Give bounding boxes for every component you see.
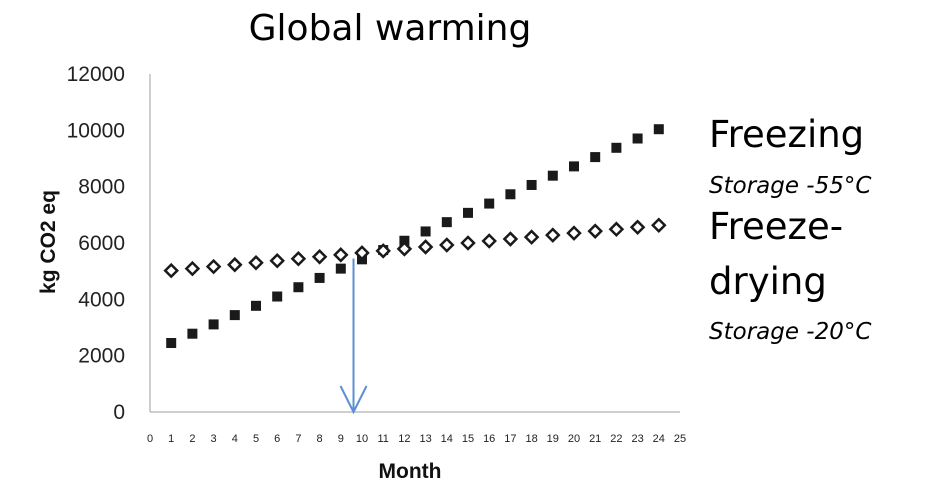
series-freeze-drying [163, 217, 667, 279]
x-tick-label: 23 [631, 433, 643, 445]
data-point-freezing [293, 282, 304, 293]
x-axis-label: Month [379, 460, 442, 483]
data-point-freeze-drying [269, 252, 285, 269]
data-point-freezing [632, 133, 643, 144]
data-point-freeze-drying [566, 225, 582, 241]
data-point-freezing [420, 226, 431, 237]
x-tick-label: 4 [232, 433, 238, 445]
x-tick-label: 8 [317, 433, 323, 445]
data-point-freeze-drying [481, 233, 497, 249]
x-tick-label: 3 [211, 433, 217, 445]
x-tick-label: 7 [295, 433, 301, 445]
data-point-freeze-drying [545, 227, 561, 243]
x-tick-label: 25 [674, 433, 686, 445]
y-tick-label: 2000 [78, 345, 125, 368]
data-point-freezing [399, 235, 410, 246]
data-point-freezing [229, 310, 240, 321]
data-point-freezing [187, 328, 198, 339]
x-tick-label: 2 [189, 433, 195, 445]
data-point-freezing [505, 189, 516, 200]
data-point-freeze-drying [290, 251, 307, 267]
y-tick-label: 8000 [78, 176, 125, 199]
x-tick-label: 10 [356, 433, 368, 445]
data-point-freeze-drying [227, 256, 243, 273]
data-point-freeze-drying [184, 260, 201, 277]
data-point-freeze-drying [163, 262, 179, 279]
chart-title: Global warming [249, 8, 532, 49]
data-point-freeze-drying [333, 247, 349, 263]
legend: Freezing Storage -55°C Freeze- drying St… [709, 113, 871, 345]
chart-axes [149, 74, 680, 413]
y-tick-label: 10000 [67, 119, 125, 142]
data-point-freezing [547, 170, 558, 181]
legend-note-freezing: Storage -55°C [709, 173, 871, 199]
data-point-freeze-drying [439, 237, 455, 253]
data-point-freezing [441, 217, 452, 228]
data-point-freezing [272, 291, 283, 302]
data-point-freeze-drying [502, 231, 519, 247]
x-tick-label: 13 [419, 433, 431, 445]
data-point-freeze-drying [354, 245, 370, 261]
x-tick-label: 22 [610, 433, 622, 445]
series-freezing [166, 124, 664, 348]
legend-note-freeze-drying: Storage -20°C [709, 319, 871, 345]
x-tick-label: 0 [147, 433, 153, 445]
data-point-freeze-drying [651, 217, 667, 234]
data-point-freezing [653, 124, 664, 135]
y-tick-label: 4000 [78, 288, 125, 311]
x-tick-label: 14 [441, 433, 453, 445]
data-point-freezing [569, 161, 579, 172]
data-point-freeze-drying [375, 243, 391, 259]
data-point-freeze-drying [396, 241, 413, 257]
x-tick-label: 1 [168, 433, 174, 445]
x-tick-labels: 0 1 2 3 4 5 6 7 8 9 10 11 12 13 14 15 16 17 18 19 20 21 22 23 24… [147, 433, 686, 445]
data-point-freezing [611, 142, 622, 153]
x-tick-label: 11 [377, 433, 388, 445]
x-tick-label: 24 [653, 433, 665, 445]
x-tick-label: 20 [568, 433, 580, 445]
data-point-freezing [526, 179, 537, 190]
legend-label-freezing: Freezing [709, 113, 864, 156]
x-tick-label: 18 [525, 433, 537, 445]
data-point-freeze-drying [523, 229, 540, 245]
annotation-arrow [339, 258, 368, 415]
data-point-freezing [314, 272, 325, 283]
x-tick-label: 19 [547, 433, 559, 445]
x-tick-label: 17 [504, 433, 516, 445]
data-point-freeze-drying [629, 219, 646, 235]
y-axis-label: kg CO2 eq [37, 190, 60, 294]
data-point-freeze-drying [205, 258, 222, 275]
y-tick-label: 12000 [67, 63, 125, 86]
x-tick-label: 15 [462, 433, 474, 445]
x-tick-label: 16 [483, 433, 495, 445]
data-point-freeze-drying [417, 239, 434, 255]
y-tick-label: 0 [113, 401, 125, 424]
y-tick-label: 6000 [78, 232, 125, 255]
data-point-freeze-drying [460, 235, 476, 251]
data-point-freezing [208, 319, 219, 330]
data-point-freeze-drying [608, 221, 625, 237]
x-tick-label: 12 [398, 433, 410, 445]
data-point-freezing [590, 152, 601, 163]
x-tick-label: 5 [253, 433, 259, 445]
data-point-freezing [251, 300, 261, 311]
y-tick-labels: 0 2000 4000 6000 8000 10000 12000 [67, 63, 125, 424]
data-point-freeze-drying [587, 223, 603, 239]
x-tick-label: 21 [589, 433, 601, 445]
arrow-head [339, 385, 368, 415]
data-point-freezing [166, 337, 177, 348]
data-point-freezing [484, 198, 495, 209]
data-point-freeze-drying [311, 249, 328, 265]
legend-label-freeze-drying-line1: Freeze- [709, 205, 843, 248]
x-tick-label: 9 [338, 433, 344, 445]
x-tick-label: 6 [274, 433, 280, 445]
legend-label-freeze-drying-line2: drying [709, 260, 827, 303]
data-point-freeze-drying [248, 254, 264, 271]
data-point-freezing [463, 207, 473, 218]
data-point-freezing [335, 263, 346, 274]
